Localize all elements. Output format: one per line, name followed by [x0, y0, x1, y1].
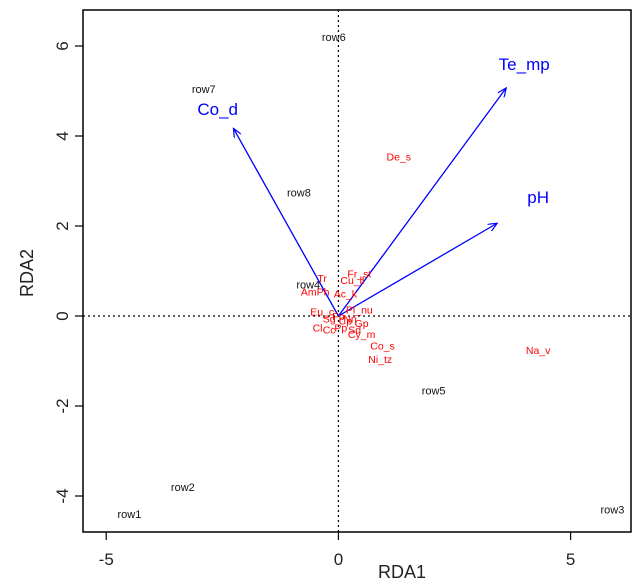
y-tick-label: 4: [53, 131, 72, 140]
x-axis: -5 0 5: [99, 532, 575, 569]
species-label: Sg: [323, 313, 336, 325]
y-axis: -4 -2 0 2 4 6: [53, 41, 83, 504]
species-label: Eu_c: [310, 307, 334, 319]
species-label: Nn: [343, 313, 357, 325]
plot-frame: [82, 9, 632, 533]
x-axis-title: RDA1: [378, 562, 426, 581]
y-tick-label: 6: [53, 41, 72, 50]
x-tick-label: -5: [99, 550, 114, 569]
site-labels: row1 row2 row3 row4 row5 row6 row7 row8: [118, 32, 625, 521]
species-label: Gp: [355, 318, 369, 330]
site-label-row5: row5: [422, 385, 446, 397]
env-label-te-mp: Te_mp: [499, 55, 550, 74]
species-label: De_s: [387, 151, 412, 163]
species-label: Fr_st: [347, 268, 371, 280]
species-label: AmPh: [301, 286, 330, 298]
species-label: Cc: [323, 325, 336, 337]
env-arrow-te-mp: [337, 89, 505, 317]
species-label: Ni_tz: [368, 354, 392, 366]
x-tick-label: 0: [334, 550, 343, 569]
species-label: Tr: [317, 273, 327, 285]
env-arrow-co-d: [234, 129, 339, 317]
species-label: Cl: [313, 322, 323, 334]
environment-labels: Te_mp Co_d pH: [197, 55, 549, 207]
site-label-row6: row6: [322, 32, 346, 44]
site-label-row8: row8: [287, 187, 311, 199]
x-tick-label: 5: [566, 550, 575, 569]
species-label: Pp: [334, 322, 347, 334]
site-label-row1: row1: [118, 509, 142, 521]
species-label: Co_s: [370, 340, 395, 352]
reference-lines: [83, 10, 631, 532]
env-arrow-ph: [338, 224, 496, 317]
y-tick-label: 2: [53, 221, 72, 230]
env-label-ph: pH: [527, 188, 549, 207]
species-label: Pl_nu: [346, 304, 373, 316]
y-tick-label: -4: [53, 488, 72, 503]
y-tick-label: 0: [53, 311, 72, 320]
site-label-row4: row4: [296, 280, 320, 292]
species-label: Cp: [339, 316, 353, 328]
environment-arrows: [234, 89, 506, 317]
species-label: Na_v: [526, 345, 551, 357]
species-labels: De_s Na_v Co_s Ni_tz Cy_m Fr_st Tr Cu_ll Ac_k AmP…: [301, 151, 551, 366]
species-label: Cu_ll: [340, 275, 364, 287]
y-tick-label: -2: [53, 398, 72, 413]
species-label: Ac_k: [334, 289, 358, 301]
y-axis-title: RDA2: [17, 249, 37, 297]
species-label: Fp: [332, 311, 344, 323]
env-label-co-d: Co_d: [197, 100, 238, 119]
species-label: Sd: [348, 325, 361, 337]
species-label: Cy_m: [348, 329, 376, 341]
site-label-row2: row2: [171, 482, 195, 494]
site-label-row3: row3: [601, 505, 625, 517]
site-label-row7: row7: [192, 84, 216, 96]
